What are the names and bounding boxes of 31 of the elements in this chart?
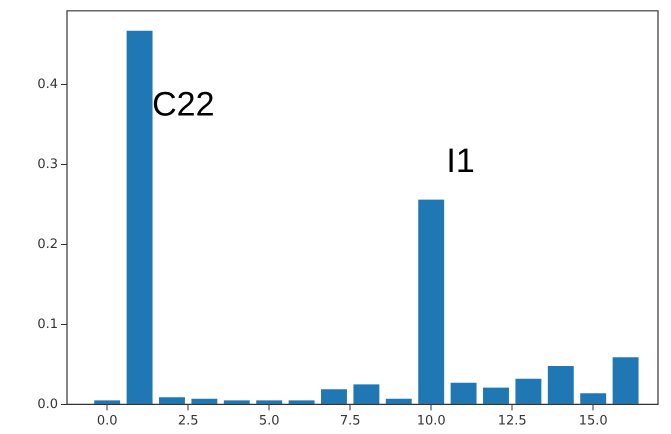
x-tick-label: 7.5	[340, 414, 361, 429]
x-tick-label: 10.0	[416, 414, 446, 429]
bar	[386, 398, 412, 404]
bar	[94, 400, 120, 404]
x-tick-label: 2.5	[178, 414, 199, 429]
bar	[159, 397, 185, 404]
bar	[126, 30, 153, 404]
bar	[548, 366, 574, 404]
bar	[515, 378, 542, 404]
x-tick-label: 12.5	[498, 414, 527, 429]
x-tick-label: 0.0	[96, 414, 118, 429]
bar	[418, 200, 444, 404]
bar	[353, 384, 380, 404]
annotation: C22	[152, 86, 214, 124]
y-tick-label: 0.2	[37, 236, 58, 252]
annotation: I1	[446, 142, 475, 180]
bar	[288, 400, 315, 404]
y-tick-label: 0.1	[37, 316, 58, 332]
x-tick-label: 15.0	[578, 414, 608, 429]
y-tick-label: 0.4	[37, 76, 58, 92]
bar	[612, 357, 639, 404]
x-tick-label: 5.0	[258, 414, 280, 429]
bar	[483, 388, 509, 404]
bar	[191, 398, 218, 404]
bar	[580, 393, 606, 404]
bar	[321, 389, 347, 404]
bar	[224, 400, 250, 404]
y-tick-label: 0.3	[37, 156, 58, 172]
bar	[256, 400, 282, 404]
y-tick-label: 0.0	[37, 396, 58, 412]
bar	[450, 382, 477, 404]
